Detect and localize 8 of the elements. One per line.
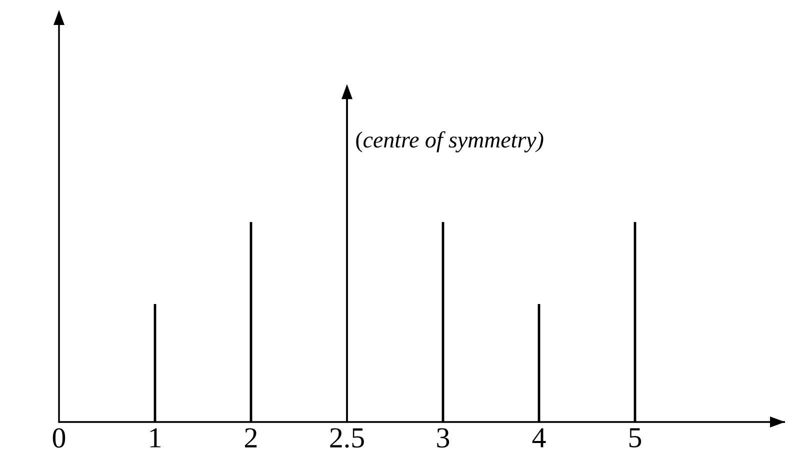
x-tick-label: 2 bbox=[245, 428, 257, 448]
x-tick-label: 0 bbox=[52, 428, 66, 448]
x-tick-label: 3 bbox=[437, 428, 450, 448]
x-tick-label: 1 bbox=[150, 428, 160, 448]
x-tick-label: 4 bbox=[532, 428, 546, 448]
x-tick-label: 5 bbox=[629, 428, 642, 448]
ref-line-label: (centre of symmetry) bbox=[356, 131, 544, 152]
x-tick-label: 2.5 bbox=[330, 428, 364, 448]
